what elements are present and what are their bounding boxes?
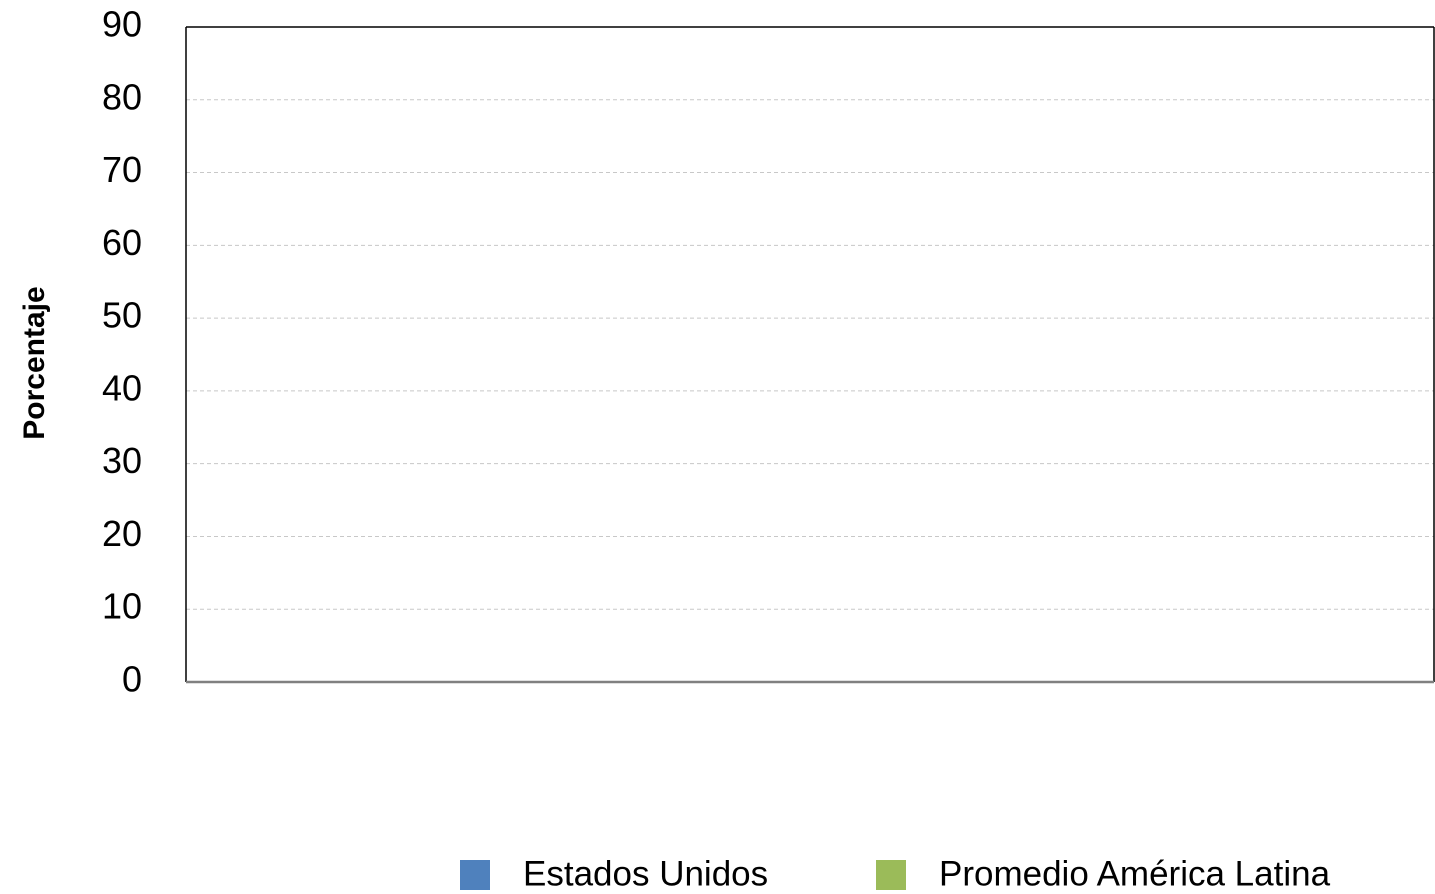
legend-label: Promedio América Latina bbox=[939, 854, 1331, 893]
y-tick-label: 10 bbox=[102, 586, 142, 627]
y-tick-label: 30 bbox=[102, 440, 142, 481]
legend-swatch bbox=[876, 860, 906, 890]
y-tick-label: 60 bbox=[102, 222, 142, 263]
y-tick-label: 90 bbox=[102, 4, 142, 45]
y-axis-label: Porcentaje bbox=[18, 286, 51, 439]
y-tick-label: 20 bbox=[102, 513, 142, 554]
y-tick-label: 50 bbox=[102, 295, 142, 336]
y-tick-label: 80 bbox=[102, 76, 142, 117]
legend-label: Estados Unidos bbox=[523, 854, 768, 893]
y-tick-label: 70 bbox=[102, 149, 142, 190]
legend-swatch bbox=[460, 860, 490, 890]
y-tick-label: 0 bbox=[122, 659, 142, 700]
y-tick-label: 40 bbox=[102, 367, 142, 408]
